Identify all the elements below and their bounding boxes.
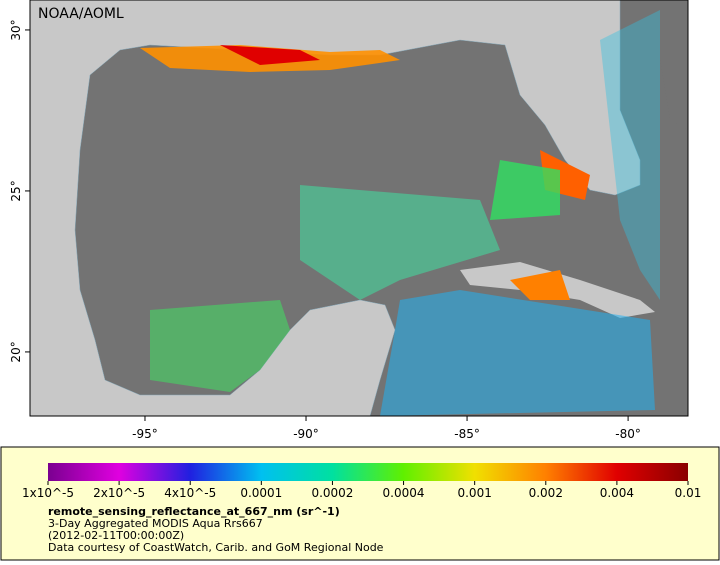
watermark: NOAA/AOML [38, 6, 124, 22]
colorbar-label: 0.01 [675, 486, 702, 500]
colorbar-label: 0.0004 [383, 486, 425, 500]
x-tick-label: -80° [615, 427, 641, 441]
patch [600, 10, 660, 300]
y-tick-label: 20° [9, 341, 23, 362]
plume [510, 270, 570, 300]
colorbar-label: 2x10^-5 [93, 486, 145, 500]
axes: -95° -90° -85° -80° 20° 25° 30° [9, 19, 641, 441]
y-tick-label: 30° [9, 19, 23, 40]
time: (2012-02-11T00:00:00Z) [48, 529, 184, 542]
colorbar-label: 1x10^-5 [22, 486, 74, 500]
x-tick-label: -90° [293, 427, 319, 441]
colorbar-label: 0.0001 [240, 486, 282, 500]
colorbar-label: 0.0002 [311, 486, 353, 500]
colorbar-label: 0.002 [529, 486, 563, 500]
y-tick-label: 25° [9, 180, 23, 201]
variable-name: remote_sensing_reflectance_at_667_nm (sr… [48, 505, 340, 518]
colorbar [48, 463, 688, 481]
description: 3-Day Aggregated MODIS Aqua Rrs667 [48, 517, 263, 530]
patch [150, 300, 290, 392]
x-tick-label: -95° [132, 427, 158, 441]
patch [380, 290, 655, 416]
colorbar-label: 4x10^-5 [164, 486, 216, 500]
atlantic [660, 0, 688, 130]
plume [220, 45, 320, 65]
map-frame [29, 0, 689, 417]
colorbar-label: 0.004 [600, 486, 634, 500]
patch [300, 185, 500, 300]
patch [490, 160, 560, 220]
land [29, 0, 641, 417]
colorbar-label: 0.001 [457, 486, 491, 500]
legend: 1x10^-5 2x10^-5 4x10^-5 0.0001 0.0002 0.0004 0… [22, 463, 701, 500]
map: NOAA/AOML [29, 0, 689, 417]
x-tick-label: -85° [454, 427, 480, 441]
credit: Data courtesy of CoastWatch, Carib. and … [48, 541, 384, 554]
